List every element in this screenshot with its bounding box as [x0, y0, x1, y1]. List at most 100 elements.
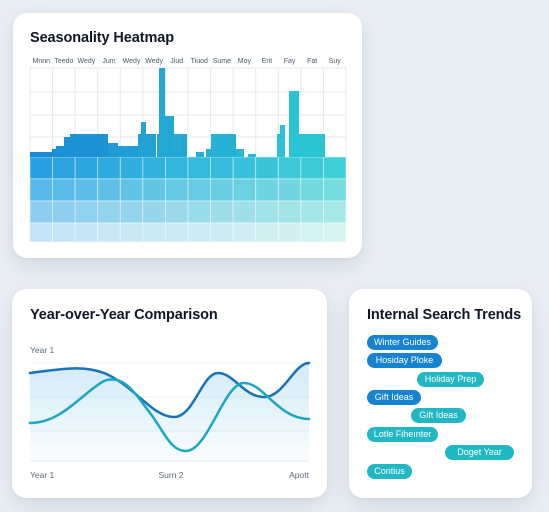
heatmap-cell — [323, 178, 347, 202]
heatmap-cell — [323, 156, 347, 180]
heatmap-column-label: Wedy — [145, 58, 163, 65]
heatmap-bar — [277, 134, 282, 157]
heatmap-cell — [74, 222, 99, 243]
heatmap-cell — [97, 156, 121, 180]
search-term-pill[interactable]: Holiday Prep — [417, 372, 484, 387]
heatmap-column-label: Erit — [262, 58, 273, 65]
search-term-pill[interactable]: Gift Ideas — [411, 408, 466, 423]
heatmap-cell — [29, 156, 53, 180]
heatmap-cell — [142, 222, 166, 243]
search-term-pill[interactable]: Gift Ideas — [367, 390, 421, 405]
heatmap-cell — [187, 178, 211, 202]
heatmap-cell — [52, 222, 76, 243]
heatmap-cell — [119, 222, 144, 243]
search-trends-title: Internal Search Trends — [367, 307, 522, 323]
heatmap-cell — [29, 222, 53, 243]
heatmap-bar — [118, 146, 138, 157]
heatmap-cell — [255, 222, 279, 243]
search-term-pill[interactable]: Winter Guides — [367, 335, 438, 350]
heatmap-column-label: Fat — [307, 58, 317, 65]
heatmap-title: Seasonality Heatmap — [30, 30, 174, 46]
x-tick-label: Year 1 — [30, 470, 55, 480]
heatmap-cell — [187, 222, 211, 243]
heatmap-bar — [159, 68, 165, 157]
heatmap-cell — [277, 200, 302, 224]
heatmap-cell — [142, 156, 166, 180]
heatmap-cell — [52, 178, 76, 202]
heatmap-cell — [97, 178, 121, 202]
heatmap-bar — [30, 152, 52, 157]
year-over-year-title: Year-over-Year Comparison — [30, 307, 218, 323]
heatmap-cell — [119, 156, 144, 180]
heatmap-cell — [255, 200, 279, 224]
year-over-year-chart: Year 1 Year 1 Surn 2 Apott — [28, 345, 311, 480]
heatmap-bar — [211, 134, 236, 157]
seasonality-heatmap-card: Mnnn Teedo Wedy Jum Wedy Wedy Jiud Tiuod Sume Moy… — [13, 13, 362, 258]
search-term-pill[interactable]: Contius — [367, 464, 412, 479]
heatmap-cell — [187, 200, 211, 224]
heatmap-column-label: Moy — [238, 58, 252, 65]
y-axis-label: Year 1 — [30, 345, 55, 355]
search-term-pill[interactable]: Doget Year — [445, 445, 514, 460]
heatmap-cell — [232, 156, 257, 180]
x-tick-label: Apott — [289, 470, 309, 480]
year-over-year-card: Year 1 Year 1 Surn 2 Apott Year-over-Yea… — [12, 289, 327, 498]
heatmap-bar — [56, 146, 64, 157]
heatmap-cell — [29, 178, 53, 202]
heatmap-cell — [165, 200, 189, 224]
heatmap-column-label: Wedy — [78, 58, 96, 65]
heatmap-bar — [289, 91, 299, 157]
heatmap-cell — [300, 156, 324, 180]
heatmap-cell — [52, 200, 76, 224]
heatmap-column-label: Jiud — [170, 58, 183, 65]
heatmap-cell — [187, 156, 211, 180]
heatmap-cell — [255, 178, 279, 202]
heatmap-cell — [165, 156, 189, 180]
heatmap-bar — [141, 122, 146, 157]
x-tick-label: Surn 2 — [158, 470, 183, 480]
heatmap-cell — [97, 200, 121, 224]
heatmap-bar — [174, 134, 182, 157]
heatmap-cell — [277, 178, 302, 202]
heatmap-cell — [74, 178, 99, 202]
heatmap-cell — [142, 200, 166, 224]
heatmap-bar — [236, 149, 244, 157]
heatmap-cell — [165, 222, 189, 243]
heatmap-column-label: Teedo — [54, 58, 73, 65]
heatmap-cell — [277, 156, 302, 180]
heatmap-cell — [165, 178, 189, 202]
heatmap-cell — [29, 200, 53, 224]
internal-search-trends-card: Internal Search Trends Winter Guides Hos… — [349, 289, 532, 498]
heatmap-cell — [210, 200, 234, 224]
heatmap-bar — [70, 134, 108, 157]
heatmap-cell — [232, 178, 257, 202]
search-term-pill[interactable]: Hosiday Ploke — [367, 353, 442, 368]
heatmap-cell — [232, 222, 257, 243]
heatmap-bar — [280, 125, 285, 157]
heatmap-cell — [232, 200, 257, 224]
heatmap-cell — [52, 156, 76, 180]
heatmap-cell — [210, 178, 234, 202]
heatmap-cell — [119, 200, 144, 224]
heatmap-column-label: Sume — [213, 58, 231, 65]
heatmap-column-label: Wedy — [123, 58, 141, 65]
heatmap-bar — [138, 134, 156, 157]
heatmap-bar — [108, 143, 118, 157]
heatmap-cell — [142, 178, 166, 202]
heatmap-cell — [323, 222, 347, 243]
heatmap-bar — [52, 149, 56, 157]
seasonality-heatmap-chart: Mnnn Teedo Wedy Jum Wedy Wedy Jiud Tiuod Sume Moy… — [29, 58, 347, 243]
heatmap-cell — [300, 222, 324, 243]
heatmap-bar — [164, 116, 174, 157]
series-area-fill — [30, 363, 309, 461]
heatmap-bar — [64, 137, 70, 157]
heatmap-bar — [196, 152, 204, 157]
heatmap-column-label: Fay — [284, 58, 296, 65]
heatmap-cell — [277, 222, 302, 243]
heatmap-cell — [119, 178, 144, 202]
search-term-pill[interactable]: Lotle Fiheınter — [367, 427, 438, 442]
heatmap-cell — [255, 156, 279, 180]
heatmap-column-label: Tiuod — [191, 58, 208, 65]
heatmap-cell — [300, 200, 324, 224]
series-line-current-year — [28, 361, 311, 419]
